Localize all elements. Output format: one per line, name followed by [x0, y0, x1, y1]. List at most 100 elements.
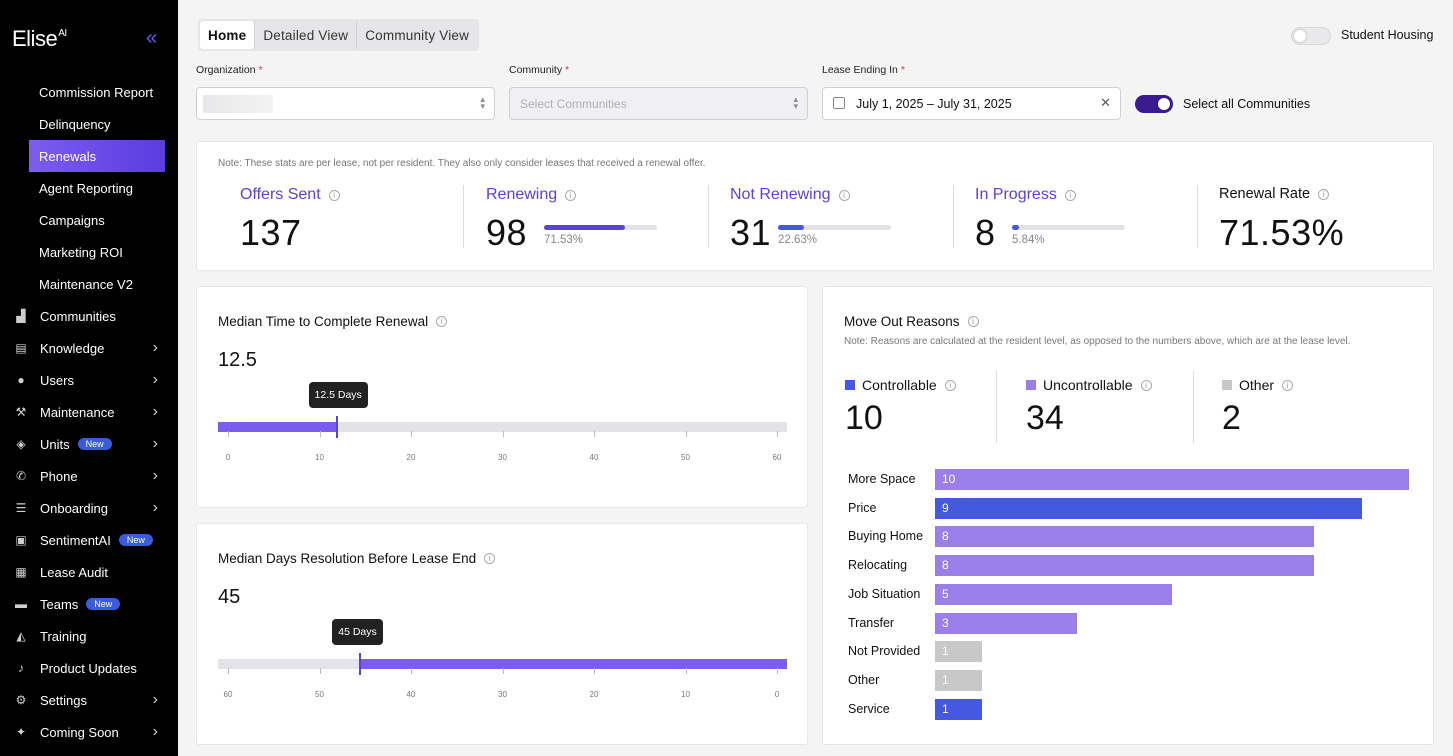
organization-select[interactable]: ▴ ▾	[196, 87, 495, 120]
sidebar-item-phone[interactable]: ✆ Phone ›	[0, 460, 178, 492]
median-complete-marker[interactable]	[335, 416, 338, 438]
info-icon[interactable]: i	[1282, 379, 1294, 391]
reason-bar[interactable]: 5	[935, 583, 1172, 605]
sidebar-item-renewals[interactable]: Renewals	[29, 140, 165, 172]
reason-bar[interactable]: 1	[935, 698, 983, 720]
sidebar-item-knowledge[interactable]: ▤ Knowledge ›	[0, 332, 178, 364]
select-all-communities-label: Select all Communities	[1183, 97, 1311, 111]
sidebar-item-label: Marketing ROI	[39, 244, 123, 260]
axis-tick	[502, 668, 504, 674]
renewing-value: 98	[486, 212, 528, 253]
reason-bar[interactable]: 1	[935, 641, 983, 663]
divider	[996, 371, 997, 443]
info-icon[interactable]: i	[967, 316, 979, 327]
in-progress-title: In Progress i	[975, 186, 1175, 204]
sparkle-icon: ✦	[15, 725, 27, 739]
uncontrollable-value: 34	[1026, 399, 1064, 437]
median-resolution-card: Median Days Resolution Before Lease End i…	[196, 523, 808, 745]
reason-label: Other	[848, 672, 880, 687]
sidebar-item-onboarding[interactable]: ☰ Onboarding ›	[0, 492, 178, 524]
sidebar-item-label: Users	[40, 372, 74, 388]
sidebar-item-users[interactable]: ● Users ›	[0, 364, 178, 396]
tab-community-view[interactable]: Community View	[356, 21, 477, 49]
axis-tick-label: 20	[406, 453, 416, 462]
sidebar-item-label: Settings	[40, 692, 87, 708]
median-resolution-value: 45	[218, 586, 241, 608]
sidebar-item-communities[interactable]: ▟ Communities	[0, 300, 178, 332]
new-badge: New	[86, 598, 121, 610]
sidebar-item-label: SentimentAI	[40, 532, 111, 548]
sidebar-item-teams[interactable]: ▬ Teams New	[0, 588, 178, 620]
in-progress-stat: In Progress i 8 5.84%	[975, 186, 1175, 254]
median-complete-track	[218, 416, 787, 438]
median-complete-card: Median Time to Complete Renewal i 12.5 12…	[196, 286, 808, 508]
reason-bar[interactable]: 8	[935, 526, 1315, 548]
sidebar-item-coming-soon[interactable]: ✦ Coming Soon ›	[0, 716, 178, 748]
stats-card: Note: These stats are per lease, not per…	[196, 141, 1434, 271]
renewal-rate-value: 71.53%	[1219, 212, 1345, 253]
chevron-right-icon: ›	[152, 339, 158, 356]
sidebar-item-product-updates[interactable]: ♪ Product Updates	[0, 652, 178, 684]
student-housing-toggle[interactable]	[1291, 27, 1331, 45]
move-out-title: Move Out Reasons i	[844, 314, 979, 329]
info-icon[interactable]: i	[484, 553, 496, 564]
median-complete-value: 12.5	[218, 349, 257, 371]
info-icon[interactable]: i	[838, 189, 850, 201]
student-housing-label: Student Housing	[1341, 28, 1434, 42]
in-progress-percent: 5.84%	[1012, 234, 1045, 246]
axis-tick	[502, 431, 504, 437]
uncontrollable-label: Uncontrollable i	[1026, 377, 1152, 393]
reason-label: Transfer	[848, 615, 895, 630]
median-complete-tooltip: 12.5 Days	[308, 382, 368, 408]
sidebar-item-label: Knowledge	[40, 340, 105, 356]
info-icon[interactable]: i	[436, 316, 448, 327]
collapse-sidebar-icon[interactable]: «	[146, 27, 158, 49]
updown-chevron-icon: ▴ ▾	[793, 94, 798, 111]
tab-home[interactable]: Home	[200, 21, 255, 49]
sidebar-item-units[interactable]: ◈ Units New ›	[0, 428, 178, 460]
tab-detailed-view[interactable]: Detailed View	[254, 21, 356, 49]
renewing-progress-bar	[544, 225, 657, 230]
elise-logo[interactable]: EliseAI	[12, 26, 67, 51]
sidebar-item-lease-audit[interactable]: ▦ Lease Audit	[0, 556, 178, 588]
sidebar-item-maintenance-v2[interactable]: Maintenance V2	[0, 268, 178, 300]
info-icon[interactable]: i	[1140, 379, 1152, 391]
lease-date-range-picker[interactable]: July 1, 2025 – July 31, 2025 ✕	[822, 87, 1121, 120]
sidebar-item-delinquency[interactable]: Delinquency	[0, 108, 178, 140]
reason-bar[interactable]: 10	[935, 469, 1409, 490]
reason-bar[interactable]: 3	[935, 612, 1078, 634]
select-all-communities-toggle[interactable]	[1135, 95, 1173, 113]
sidebar-item-sentimentai[interactable]: ▣ SentimentAI New	[0, 524, 178, 556]
clear-icon[interactable]: ✕	[1100, 95, 1111, 110]
median-resolution-marker[interactable]	[359, 653, 362, 675]
info-icon[interactable]: i	[1318, 188, 1330, 200]
sidebar-item-training[interactable]: ◭ Training	[0, 620, 178, 652]
reason-bar[interactable]: 1	[935, 669, 983, 691]
calendar-icon	[833, 97, 845, 109]
chevron-right-icon: ›	[152, 691, 158, 708]
move-out-reasons-card: Move Out Reasons i Note: Reasons are calc…	[822, 286, 1434, 745]
reason-bar[interactable]: 8	[935, 555, 1315, 577]
sidebar-item-marketing-roi[interactable]: Marketing ROI	[0, 236, 178, 268]
toggle-knob	[1158, 98, 1170, 110]
sidebar-item-label: Communities	[40, 308, 116, 324]
chevron-right-icon: ›	[152, 467, 158, 484]
sidebar-item-settings[interactable]: ⚙ Settings ›	[0, 684, 178, 716]
sidebar-item-maintenance[interactable]: ⚒ Maintenance ›	[0, 396, 178, 428]
sidebar-item-commission-report[interactable]: Commission Report	[0, 76, 178, 108]
sidebar-item-label: Renewals	[39, 148, 97, 164]
info-icon[interactable]: i	[1064, 189, 1076, 201]
briefcase-icon: ▬	[15, 597, 27, 611]
axis-tick	[685, 431, 687, 437]
sidebar-item-agent-reporting[interactable]: Agent Reporting	[0, 172, 178, 204]
reason-bar[interactable]: 9	[935, 497, 1362, 519]
sidebar-item-campaigns[interactable]: Campaigns	[0, 204, 178, 236]
sidebar-item-label: Lease Audit	[40, 564, 108, 580]
info-icon[interactable]: i	[328, 189, 340, 201]
community-select[interactable]: Select Communities ▴ ▾	[509, 87, 808, 120]
sentiment-icon: ▣	[15, 533, 27, 547]
info-icon[interactable]: i	[944, 379, 956, 391]
sidebar-item-label: Units	[40, 436, 70, 452]
axis-tick-label: 60	[223, 690, 233, 699]
info-icon[interactable]: i	[565, 189, 577, 201]
